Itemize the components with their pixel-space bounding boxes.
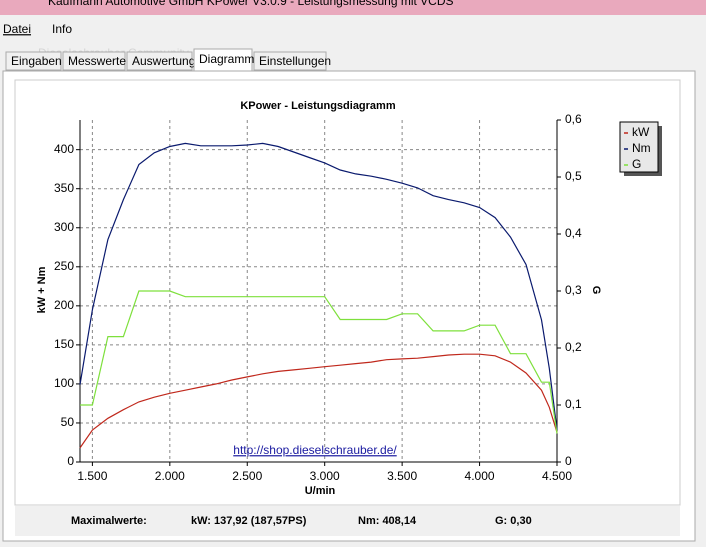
y-axis-label: kW + Nm bbox=[36, 266, 48, 313]
legend-label: kW bbox=[632, 125, 650, 139]
y2-tick-label: 0,4 bbox=[565, 226, 582, 240]
tab[interactable] bbox=[253, 51, 327, 71]
y-tick-label: 200 bbox=[54, 298, 74, 312]
y-tick-label: 50 bbox=[61, 415, 75, 429]
y2-tick-label: 0,6 bbox=[565, 112, 582, 126]
y2-tick-label: 0,3 bbox=[565, 283, 582, 297]
footer-bar bbox=[15, 506, 680, 536]
tab-label[interactable]: Messwerte bbox=[68, 54, 126, 68]
legend-label: G bbox=[632, 157, 641, 171]
legend-label: Nm bbox=[632, 141, 651, 155]
series-line bbox=[79, 353, 558, 449]
tab-label[interactable]: Einstellungen bbox=[259, 54, 331, 68]
x-tick-label: 2.500 bbox=[232, 469, 262, 483]
menu-item[interactable]: Info bbox=[52, 22, 72, 36]
y-tick-label: 0 bbox=[67, 454, 74, 468]
footer-kw: kW: 137,92 (187,57PS) bbox=[191, 515, 307, 527]
y2-axis-label: G bbox=[590, 286, 602, 295]
title-bar bbox=[0, 0, 706, 15]
y-tick-label: 150 bbox=[54, 337, 74, 351]
x-axis-label: U/min bbox=[305, 485, 336, 497]
legend: kW Nm G bbox=[619, 121, 662, 176]
x-tick-label: 1.500 bbox=[77, 469, 107, 483]
footer-label: Maximalwerte: bbox=[71, 515, 147, 527]
series-line bbox=[79, 142, 558, 431]
y-tick-label: 400 bbox=[54, 142, 74, 156]
tab[interactable] bbox=[126, 51, 193, 71]
chart-title: KPower - Leistungsdiagramm bbox=[240, 100, 395, 112]
menu-item[interactable]: Datei bbox=[3, 22, 31, 36]
footer-nm: Nm: 408,14 bbox=[358, 515, 417, 527]
tab-strip: Eingaben Messwerte Auswertung Diagramm E… bbox=[5, 48, 331, 73]
series-line bbox=[80, 290, 558, 434]
annotation-link[interactable]: http://shop.dieselschrauber.de/ bbox=[233, 443, 397, 457]
y2-tick-label: 0 bbox=[565, 454, 572, 468]
y-tick-label: 300 bbox=[54, 220, 74, 234]
tab-label[interactable]: Auswertung bbox=[132, 54, 195, 68]
y2-tick-label: 0,5 bbox=[565, 169, 582, 183]
y-tick-label: 100 bbox=[54, 376, 74, 390]
y2-tick-label: 0,2 bbox=[565, 340, 582, 354]
tab[interactable] bbox=[5, 51, 62, 71]
tab-label[interactable]: Eingaben bbox=[11, 54, 62, 68]
tab[interactable] bbox=[62, 51, 126, 71]
tab-label[interactable]: Diagramm bbox=[199, 52, 254, 66]
window-title: Kaufmann Automotive GmbH KPower V3.0.9 -… bbox=[48, 0, 454, 8]
x-tick-label: 2.000 bbox=[155, 469, 185, 483]
y2-tick-label: 0,1 bbox=[565, 397, 582, 411]
x-tick-label: 4.500 bbox=[542, 469, 572, 483]
footer-g: G: 0,30 bbox=[495, 515, 532, 527]
x-tick-label: 4.000 bbox=[465, 469, 495, 483]
x-tick-label: 3.000 bbox=[310, 469, 340, 483]
y-tick-label: 350 bbox=[54, 181, 74, 195]
y-tick-label: 250 bbox=[54, 259, 74, 273]
legend-box bbox=[619, 121, 659, 173]
x-tick-label: 3.500 bbox=[387, 469, 417, 483]
chart-area bbox=[14, 79, 681, 506]
